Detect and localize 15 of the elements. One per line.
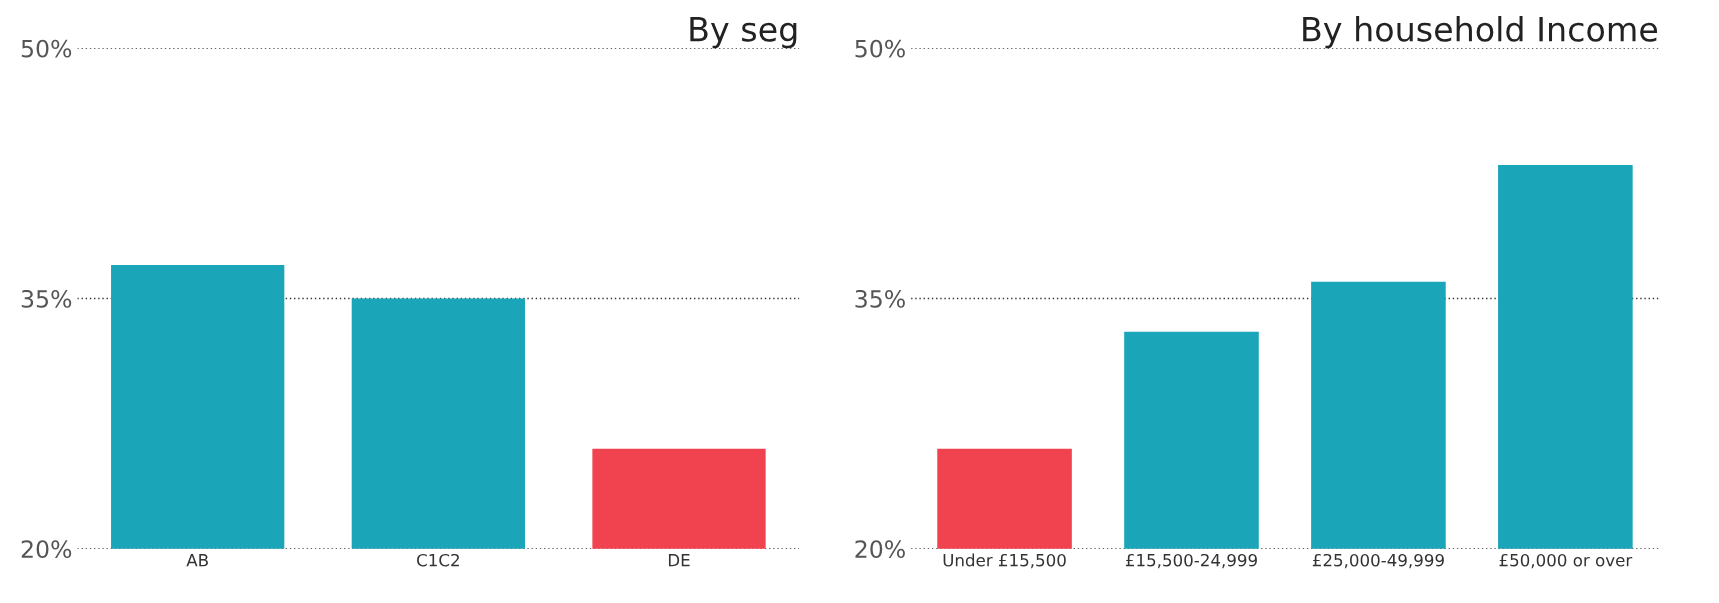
- chart-title: By seg: [690, 17, 797, 49]
- y-tick-label: 20%: [855, 540, 905, 559]
- x-tick-label: AB: [186, 554, 208, 567]
- x-tick-label: Under £15,500: [943, 553, 1066, 569]
- y-tick-label: 50%: [855, 39, 905, 58]
- y-tick-label: 35%: [855, 289, 905, 308]
- x-tick-label: £25,000-49,999: [1312, 553, 1444, 569]
- chart-title: By household Income: [1303, 15, 1658, 49]
- x-tick-label: DE: [668, 554, 690, 567]
- y-tick-label: 20%: [21, 540, 72, 559]
- y-tick-label: 50%: [21, 39, 72, 58]
- x-tick-label: £15,500-24,999: [1125, 553, 1257, 569]
- x-tick-label: £50,000 or over: [1499, 553, 1633, 569]
- y-tick-label: 35%: [21, 289, 72, 308]
- x-tick-label: C1C2: [417, 553, 459, 567]
